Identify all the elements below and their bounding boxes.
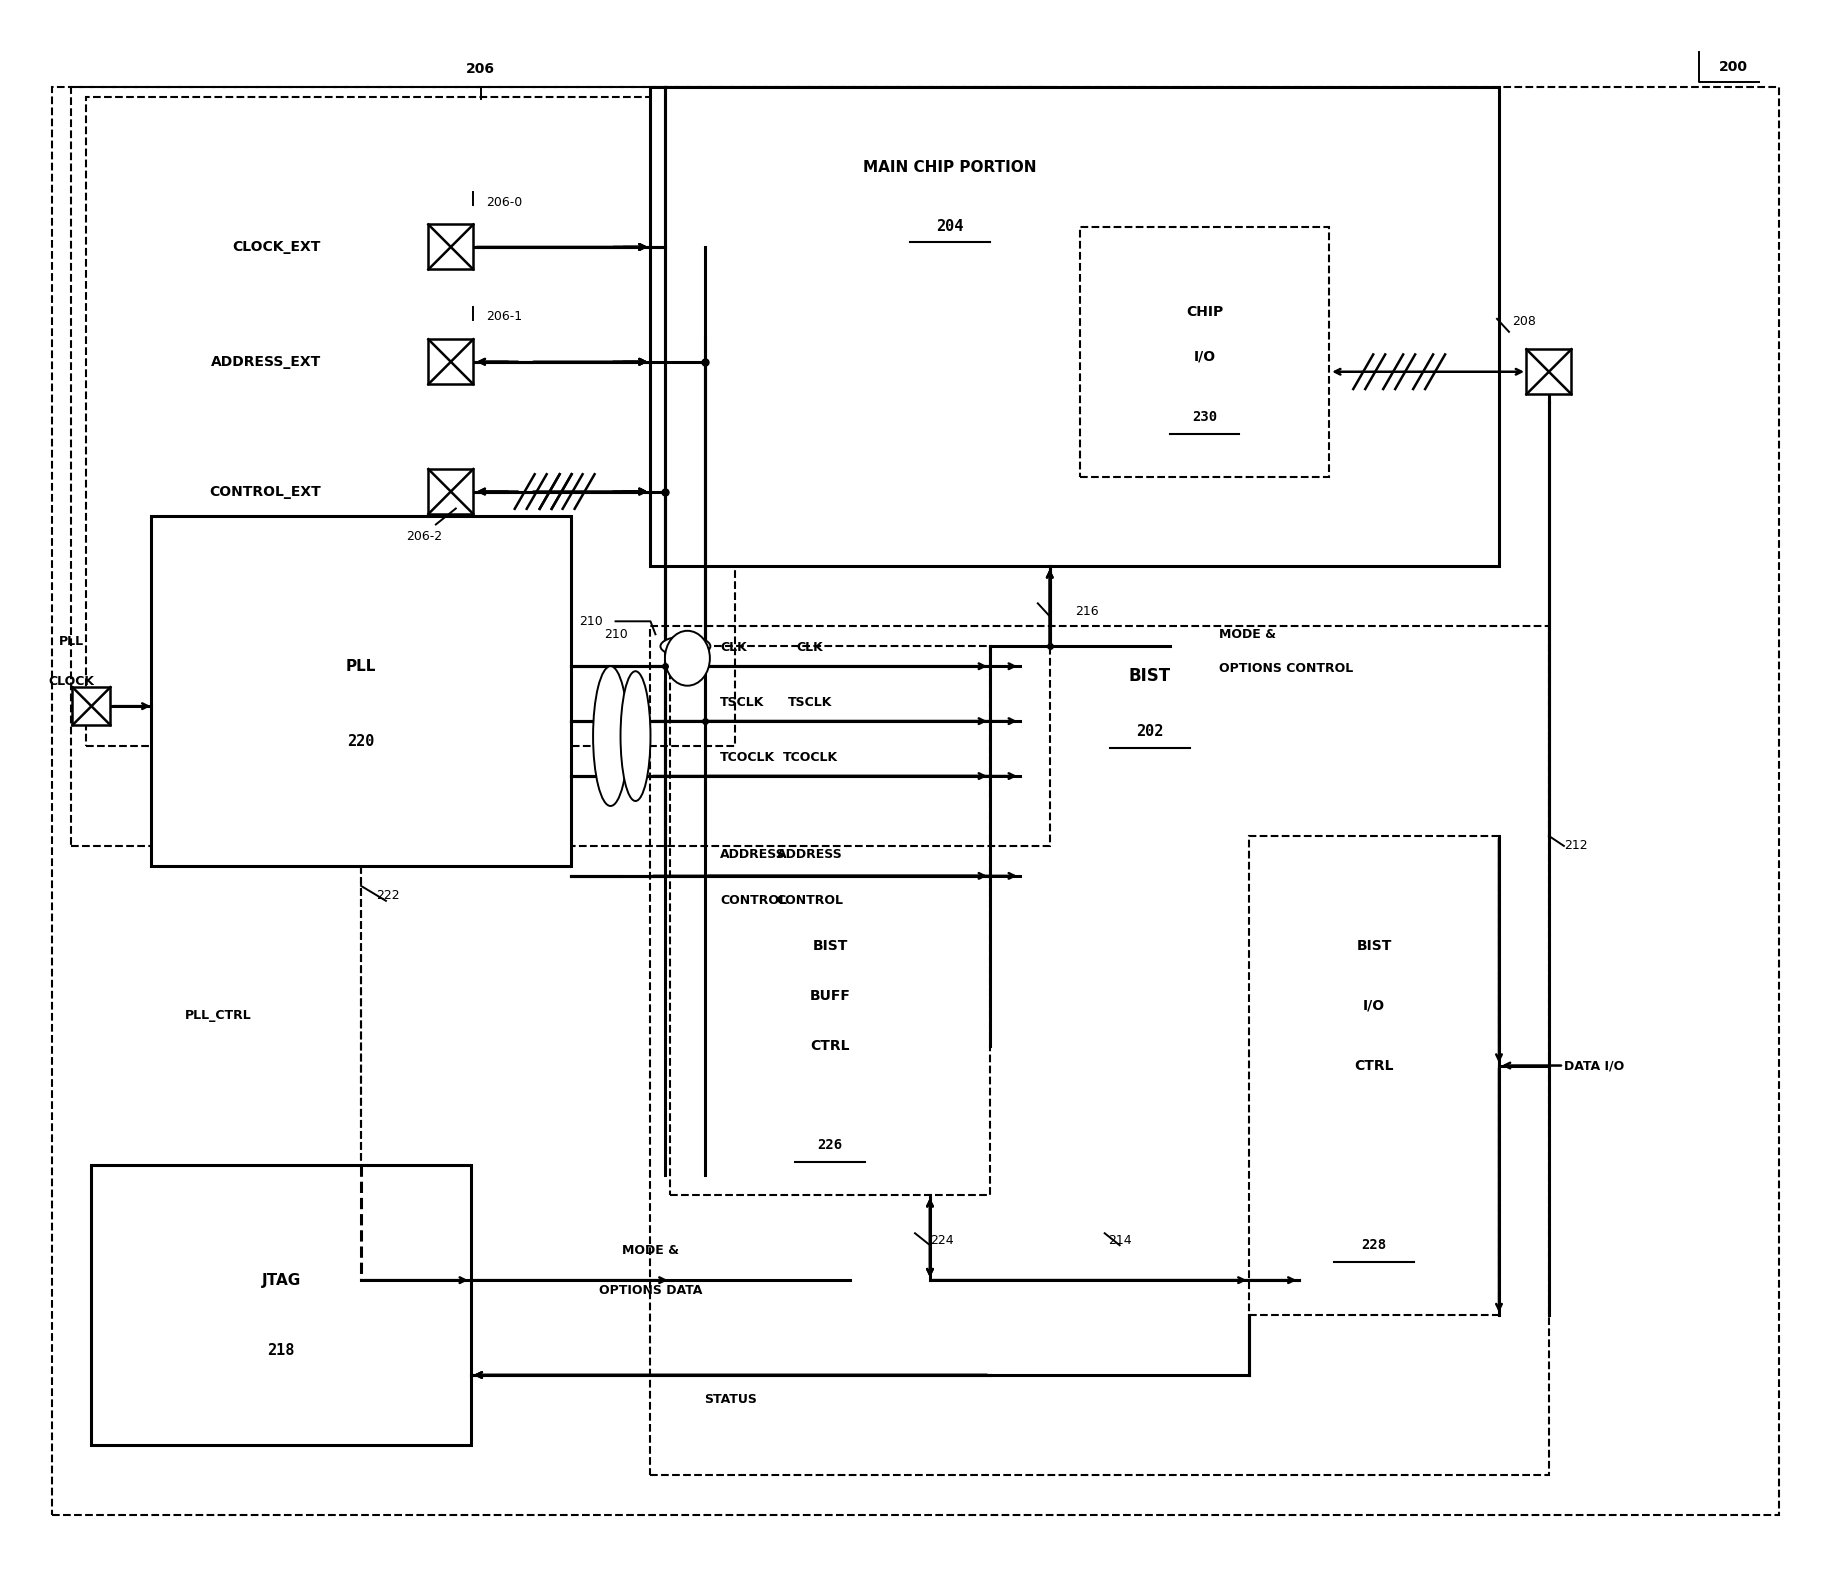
Bar xyxy=(651,626,1549,1475)
Text: JTAG: JTAG xyxy=(262,1272,301,1288)
Text: 210: 210 xyxy=(603,627,627,640)
Bar xyxy=(1081,227,1330,477)
Text: ADDRESS_EXT: ADDRESS_EXT xyxy=(210,354,321,369)
Bar xyxy=(671,646,990,1195)
Text: 230: 230 xyxy=(1191,410,1217,423)
Text: 220: 220 xyxy=(347,734,374,749)
Bar xyxy=(428,225,474,270)
Text: 218: 218 xyxy=(267,1342,295,1358)
Text: TCOCLK: TCOCLK xyxy=(721,752,776,764)
Text: CLOCK: CLOCK xyxy=(48,675,94,688)
Text: MODE &: MODE & xyxy=(621,1243,679,1256)
Text: I/O: I/O xyxy=(1363,999,1385,1012)
Bar xyxy=(428,340,474,385)
Text: 222: 222 xyxy=(376,889,400,902)
Text: BIST: BIST xyxy=(813,938,848,953)
Text: I/O: I/O xyxy=(1193,350,1215,364)
Text: 204: 204 xyxy=(937,220,964,235)
Text: 206-2: 206-2 xyxy=(406,530,443,543)
Text: CTRL: CTRL xyxy=(810,1039,850,1053)
Text: 200: 200 xyxy=(1719,61,1748,75)
Text: TSCLK: TSCLK xyxy=(721,696,765,709)
Text: TCOCLK: TCOCLK xyxy=(782,752,837,764)
Ellipse shape xyxy=(594,666,629,806)
Ellipse shape xyxy=(666,630,710,686)
Bar xyxy=(1250,836,1499,1315)
Bar xyxy=(92,1165,470,1444)
Text: STATUS: STATUS xyxy=(704,1393,756,1406)
Text: 206-0: 206-0 xyxy=(485,196,522,209)
Bar xyxy=(52,88,1778,1515)
Bar xyxy=(428,469,474,514)
Text: ADDRESS: ADDRESS xyxy=(721,847,786,860)
Text: 208: 208 xyxy=(1512,316,1536,329)
Text: DATA I/O: DATA I/O xyxy=(1564,1060,1625,1073)
Bar xyxy=(87,97,736,745)
Text: CHIP: CHIP xyxy=(1186,305,1223,319)
Text: CONTROL: CONTROL xyxy=(776,894,845,907)
Text: ADDRESS: ADDRESS xyxy=(778,847,843,860)
Text: 216: 216 xyxy=(1075,605,1099,618)
Text: CONTROL: CONTROL xyxy=(721,894,787,907)
Text: 206: 206 xyxy=(467,62,496,77)
Bar xyxy=(651,88,1499,567)
Text: 214: 214 xyxy=(1108,1234,1132,1246)
Text: 226: 226 xyxy=(817,1138,843,1152)
Text: PLL: PLL xyxy=(347,659,376,674)
Text: 202: 202 xyxy=(1136,723,1164,739)
Text: MAIN CHIP PORTION: MAIN CHIP PORTION xyxy=(863,160,1036,174)
Text: PLL_CTRL: PLL_CTRL xyxy=(184,1009,251,1021)
Ellipse shape xyxy=(621,672,651,801)
Text: OPTIONS CONTROL: OPTIONS CONTROL xyxy=(1219,662,1353,675)
Text: OPTIONS DATA: OPTIONS DATA xyxy=(599,1283,703,1296)
Text: TSCLK: TSCLK xyxy=(787,696,832,709)
Text: 228: 228 xyxy=(1361,1238,1387,1253)
Text: BIST: BIST xyxy=(1129,667,1171,685)
Text: 212: 212 xyxy=(1564,839,1588,852)
Text: BUFF: BUFF xyxy=(810,988,850,1002)
Text: CLK: CLK xyxy=(721,642,747,654)
Text: PLL: PLL xyxy=(59,635,85,648)
Text: 210: 210 xyxy=(579,614,603,627)
Bar xyxy=(72,88,1049,846)
Bar xyxy=(1527,350,1571,394)
Bar xyxy=(72,688,111,725)
Text: 206-1: 206-1 xyxy=(485,310,522,324)
Text: CONTROL_EXT: CONTROL_EXT xyxy=(210,485,321,498)
Text: CTRL: CTRL xyxy=(1355,1058,1394,1073)
Text: CLOCK_EXT: CLOCK_EXT xyxy=(232,239,321,254)
Text: 224: 224 xyxy=(929,1234,953,1246)
Ellipse shape xyxy=(660,637,710,656)
Text: CLK: CLK xyxy=(797,642,824,654)
Text: MODE &: MODE & xyxy=(1219,627,1276,640)
Bar xyxy=(151,517,570,867)
Text: BIST: BIST xyxy=(1357,938,1392,953)
